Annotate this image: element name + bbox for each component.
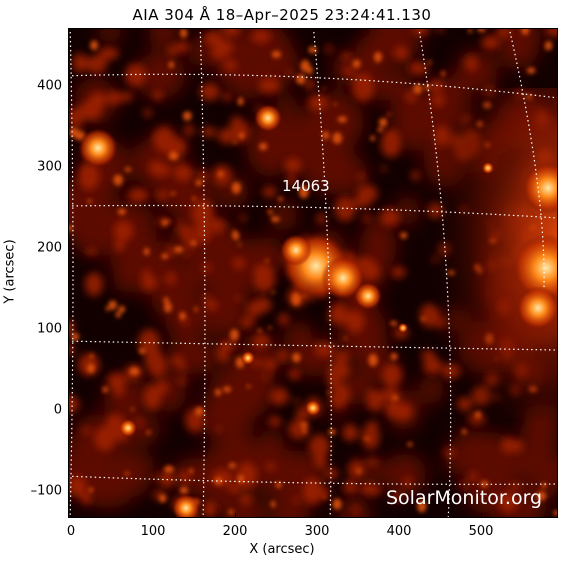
x-tick-label: 200 (222, 524, 248, 539)
bright-plage (119, 419, 137, 437)
bright-plage (280, 234, 312, 266)
x-tick-label: 400 (386, 524, 412, 539)
bright-plage (241, 351, 255, 365)
bright-plage (398, 323, 408, 333)
solar-304-image (68, 28, 558, 518)
bright-plage (254, 104, 282, 132)
y-tick-label: –100 (30, 483, 62, 499)
x-tick-mark (235, 513, 236, 518)
solar-image-panel (68, 28, 558, 518)
image-title: AIA 304 Å 18–Apr–2025 23:24:41.130 (132, 6, 432, 24)
x-tick-label: 0 (66, 524, 76, 539)
y-tick-label: 400 (37, 78, 62, 94)
y-tick-label: 200 (37, 240, 62, 256)
x-tick-mark (317, 513, 318, 518)
y-axis-label: Y (arcsec) (2, 239, 18, 304)
x-tick-label: 100 (140, 524, 166, 539)
active-region-label: 14063 (282, 177, 330, 195)
bright-plage (354, 282, 382, 310)
y-tick-label: 100 (37, 321, 62, 337)
bright-plage (522, 162, 558, 214)
bright-plage (512, 234, 558, 302)
x-tick-label: 300 (304, 524, 330, 539)
heliographic-grid (68, 28, 558, 518)
bright-plage (172, 494, 200, 518)
x-tick-mark (399, 513, 400, 518)
y-tick-label: 300 (37, 159, 62, 175)
y-tick-label: 0 (53, 402, 62, 418)
x-tick-mark (153, 513, 154, 518)
x-tick-mark (481, 513, 482, 518)
x-tick-mark (71, 513, 72, 518)
bright-plage (516, 286, 558, 330)
bright-plage (305, 400, 321, 416)
bright-plage (482, 162, 494, 174)
x-tick-label: 500 (468, 524, 494, 539)
x-axis-label: X (arcsec) (249, 542, 315, 557)
bright-plage (78, 128, 118, 168)
bright-plage (321, 256, 365, 300)
watermark: SolarMonitor.org (386, 487, 543, 509)
